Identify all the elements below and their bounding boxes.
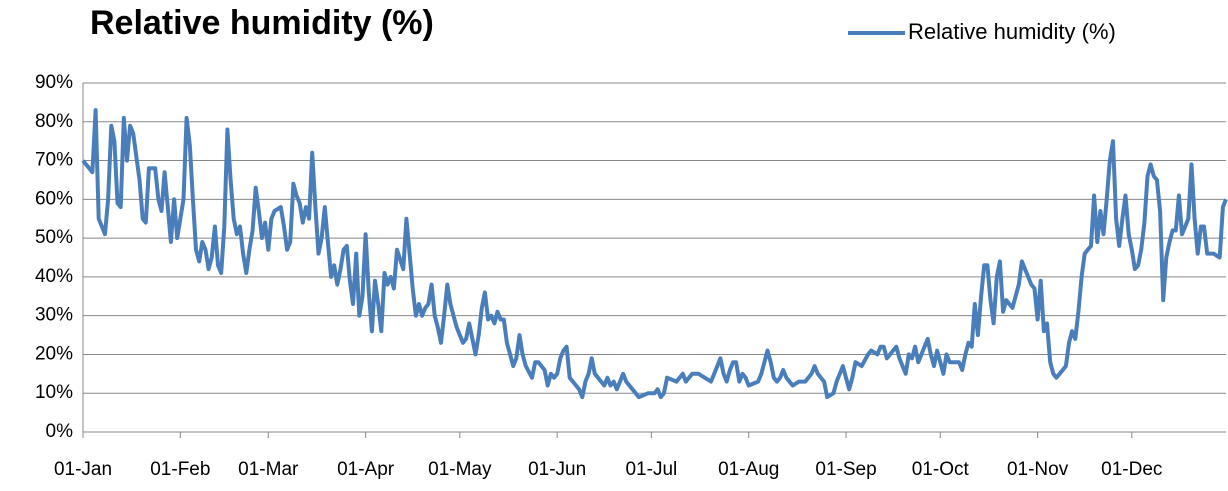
x-tick-label: 01-Nov bbox=[1007, 459, 1069, 480]
y-tick-label: 10% bbox=[35, 382, 73, 403]
x-tick-label: 01-Jul bbox=[625, 459, 677, 480]
x-tick-label: 01-Feb bbox=[150, 459, 210, 480]
legend-label: Relative humidity (%) bbox=[908, 19, 1116, 44]
y-tick-label: 30% bbox=[35, 305, 73, 326]
legend: Relative humidity (%) bbox=[848, 19, 1116, 44]
y-tick-label: 50% bbox=[35, 227, 73, 248]
x-tick-label: 01-Aug bbox=[718, 459, 779, 480]
y-tick-label: 70% bbox=[35, 150, 73, 171]
x-tick-label: 01-Oct bbox=[912, 459, 970, 480]
data-line bbox=[81, 108, 1228, 400]
x-tick-label: 01-Sep bbox=[815, 459, 876, 480]
y-tick-label: 40% bbox=[35, 266, 73, 287]
y-tick-label: 60% bbox=[35, 188, 73, 209]
x-tick-label: 01-Jan bbox=[54, 459, 112, 480]
x-tick-label: 01-Mar bbox=[238, 459, 299, 480]
chart-title: Relative humidity (%) bbox=[90, 4, 434, 42]
y-tick-label: 90% bbox=[35, 72, 73, 93]
y-tick-label: 20% bbox=[35, 343, 73, 364]
x-tick-label: 01-May bbox=[428, 459, 492, 480]
y-tick-label: 80% bbox=[35, 111, 73, 132]
y-tick-label: 0% bbox=[46, 421, 74, 442]
x-tick-label: 01-Dec bbox=[1101, 459, 1162, 480]
x-tick-label: 01-Jun bbox=[528, 459, 586, 480]
x-tick-label: 01-Apr bbox=[337, 459, 395, 480]
